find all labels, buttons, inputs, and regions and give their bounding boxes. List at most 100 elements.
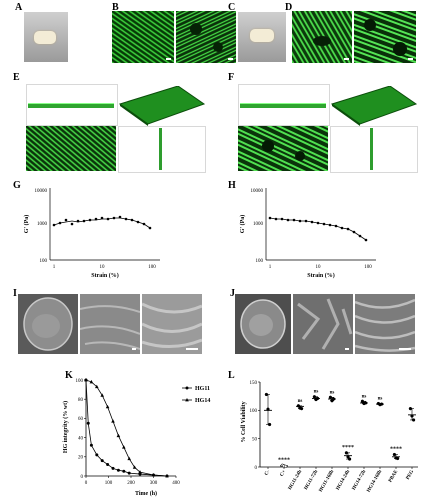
k-xtick-label: 400 — [172, 481, 180, 486]
sem-image-i2 — [80, 294, 140, 354]
sem-image-j2 — [293, 294, 353, 354]
k-point-hg11 — [100, 459, 104, 463]
k-point-hg14 — [127, 456, 131, 461]
k-xlabel: Time (h) — [135, 490, 157, 497]
k-point-hg14 — [105, 404, 110, 409]
g-ytick-10000: 10000 — [35, 189, 48, 194]
k-ytick-label: 0 — [81, 475, 84, 480]
l-category-label: HG14-24h — [336, 469, 352, 491]
g-ylabel: G' (Pa) — [23, 215, 30, 234]
l-data-point — [315, 396, 320, 401]
k-xtick-label: 0 — [85, 481, 88, 486]
panel-letter-g: G — [13, 180, 21, 191]
l-data-point — [363, 401, 368, 405]
l-category-label: PBAE — [388, 469, 399, 484]
l-data-point — [264, 392, 269, 397]
k-legend-label-hg11: HG11 — [195, 386, 210, 392]
k-point-hg14 — [122, 445, 126, 449]
g-xtick-100: 100 — [148, 265, 156, 270]
k-point-hg11 — [89, 443, 93, 447]
l-category-label: HG14-168h — [367, 469, 384, 493]
k-point-hg14 — [84, 378, 88, 382]
l-data-point — [395, 456, 400, 461]
l-ylabel: % Cell Viability — [241, 401, 247, 442]
l-ytick-label: 50 — [252, 437, 258, 442]
k-point-hg11 — [127, 471, 131, 475]
h-xlabel: Strain (%) — [307, 272, 335, 279]
l-category-label: HG11-24h — [288, 469, 303, 491]
panel-letter-a: A — [15, 2, 23, 13]
panel-letter-f: F — [228, 72, 235, 83]
panel-letter-d: D — [285, 2, 293, 13]
l-significance-label: ns — [362, 394, 367, 399]
l-significance-label: ns — [314, 390, 319, 395]
sem-image-i3 — [142, 294, 202, 354]
panel-letter-b: B — [112, 2, 119, 13]
k-ylabel: HG integrity (% wt) — [62, 401, 69, 453]
k-point-hg14 — [95, 384, 99, 389]
k-ytick-label: 100 — [76, 379, 84, 384]
hydrogel-photo-hg11 — [24, 12, 68, 62]
l-data-point — [331, 397, 336, 401]
k-ytick-label: 80 — [78, 398, 84, 403]
k-point-hg11 — [122, 469, 126, 473]
k-point-hg11 — [106, 462, 110, 466]
hydrogel-photo-hg14 — [238, 12, 286, 62]
l-data-point — [360, 399, 365, 403]
confocal-image-b2 — [176, 11, 236, 63]
k-ytick-label: 20 — [78, 456, 84, 461]
l-category-label: C+ — [280, 469, 288, 477]
l-data-point — [347, 457, 352, 461]
confocal-image-b1 — [112, 11, 174, 63]
l-data-point — [379, 402, 384, 406]
l-data-point — [267, 422, 272, 427]
panel-letter-h: H — [228, 180, 236, 191]
k-xtick-label: 300 — [150, 481, 158, 486]
panel-letter-e: E — [13, 72, 20, 83]
l-significance-label: **** — [342, 445, 354, 451]
g-ytick-100: 100 — [40, 259, 48, 264]
h-ytick-100: 100 — [256, 259, 264, 264]
confocal-image-d1 — [292, 11, 352, 63]
l-data-point — [408, 406, 413, 411]
l-ytick-label: 150 — [250, 381, 258, 386]
panel-letter-c: C — [228, 2, 236, 13]
h-xtick-100: 100 — [364, 265, 372, 270]
l-ytick-label: 100 — [250, 409, 258, 414]
k-point-hg11 — [111, 466, 115, 470]
l-data-point — [411, 418, 416, 422]
l-category-label: PEG — [406, 469, 416, 480]
l-category-label: HG11-72h — [304, 469, 319, 491]
k-legend-marker — [185, 398, 189, 402]
sem-image-j1 — [235, 294, 291, 354]
g-xtick-1: 1 — [53, 265, 56, 270]
viability-chart-l: % Cell Viability 0 50 100 150 C- C+ **** HG11-2… — [241, 381, 418, 493]
rheology-plot-h: 10000 1000 100 1 10 100 G' (Pa) Strain (… — [239, 188, 376, 279]
panel-letter-j: J — [230, 288, 235, 299]
l-data-point — [410, 414, 414, 418]
k-ytick-label: 40 — [78, 436, 84, 441]
degradation-chart-k: HG integrity (% wt) Time (h) 0 20 40 60 80 10… — [62, 378, 210, 497]
l-data-point — [392, 452, 397, 457]
l-ytick-label: 0 — [255, 466, 258, 471]
h-xtick-1: 1 — [269, 265, 272, 270]
l-category-label: HG14-72h — [352, 469, 368, 491]
rheology-plot-g: 10000 1000 100 1 10 100 G' (Pa) Strain (… — [23, 188, 160, 279]
l-data-point — [312, 395, 317, 399]
g-ytick-1000: 1000 — [37, 222, 48, 227]
panel-letter-i: I — [13, 288, 17, 299]
l-significance-label: **** — [390, 447, 402, 453]
panel-letter-k: K — [65, 370, 73, 381]
sem-image-j3 — [355, 294, 415, 354]
l-data-point — [283, 464, 288, 469]
k-point-hg14 — [132, 465, 137, 469]
k-series-line-hg14 — [85, 379, 168, 477]
k-point-hg14 — [165, 474, 169, 478]
k-point-hg11 — [86, 421, 90, 425]
g-xlabel: Strain (%) — [91, 272, 119, 279]
confocal-image-d2 — [354, 11, 416, 63]
l-significance-label: ns — [378, 397, 383, 402]
k-xtick-label: 200 — [127, 481, 135, 486]
h-ylabel: G' (Pa) — [239, 215, 246, 234]
k-legend-label-hg14: HG14 — [195, 398, 210, 404]
